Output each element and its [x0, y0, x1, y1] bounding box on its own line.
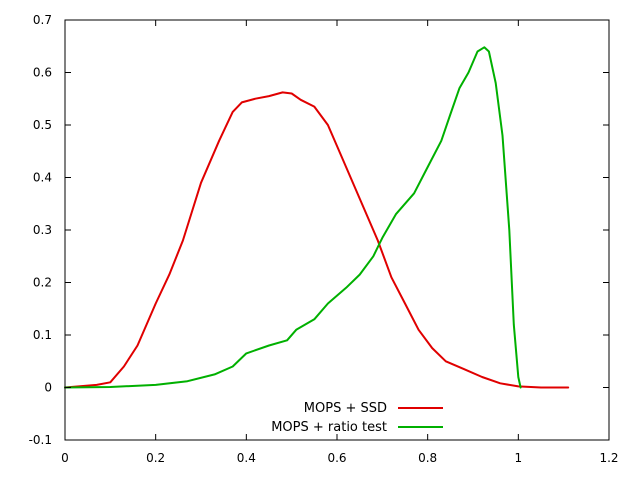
series-line-1	[64, 91, 570, 389]
y-tick-label: 0.5	[33, 118, 52, 132]
x-tick-label: 0.8	[418, 451, 437, 465]
y-tick-label: 0.2	[33, 276, 52, 290]
x-tick-label: 1.2	[599, 451, 618, 465]
x-tick-label: 1	[515, 451, 523, 465]
y-tick-label: 0	[44, 381, 52, 395]
legend-label: MOPS + ratio test	[271, 420, 387, 435]
y-tick-label: 0.4	[33, 171, 52, 185]
x-tick-label: 0	[61, 451, 69, 465]
legend: MOPS + SSD MOPS + ratio test	[271, 401, 443, 435]
y-tick-label: 0.1	[33, 328, 52, 342]
y-tick-label: 0.3	[33, 223, 52, 237]
legend-label: MOPS + SSD	[304, 401, 387, 416]
y-axis: -0.1 0 0.1 0.2 0.3 0.4 0.5 0.6 0.7	[29, 13, 609, 447]
x-axis: 0 0.2 0.4 0.6 0.8 1 1.2	[61, 20, 619, 465]
y-tick-label: 0.7	[33, 13, 52, 27]
plot-frame	[64, 19, 610, 441]
x-tick-label: 0.6	[327, 451, 346, 465]
y-tick-label: -0.1	[29, 433, 52, 447]
x-tick-label: 0.4	[237, 451, 256, 465]
series-line-2	[64, 46, 522, 389]
x-tick-label: 0.2	[146, 451, 165, 465]
series-layer	[64, 46, 570, 389]
y-tick-label: 0.6	[33, 66, 52, 80]
